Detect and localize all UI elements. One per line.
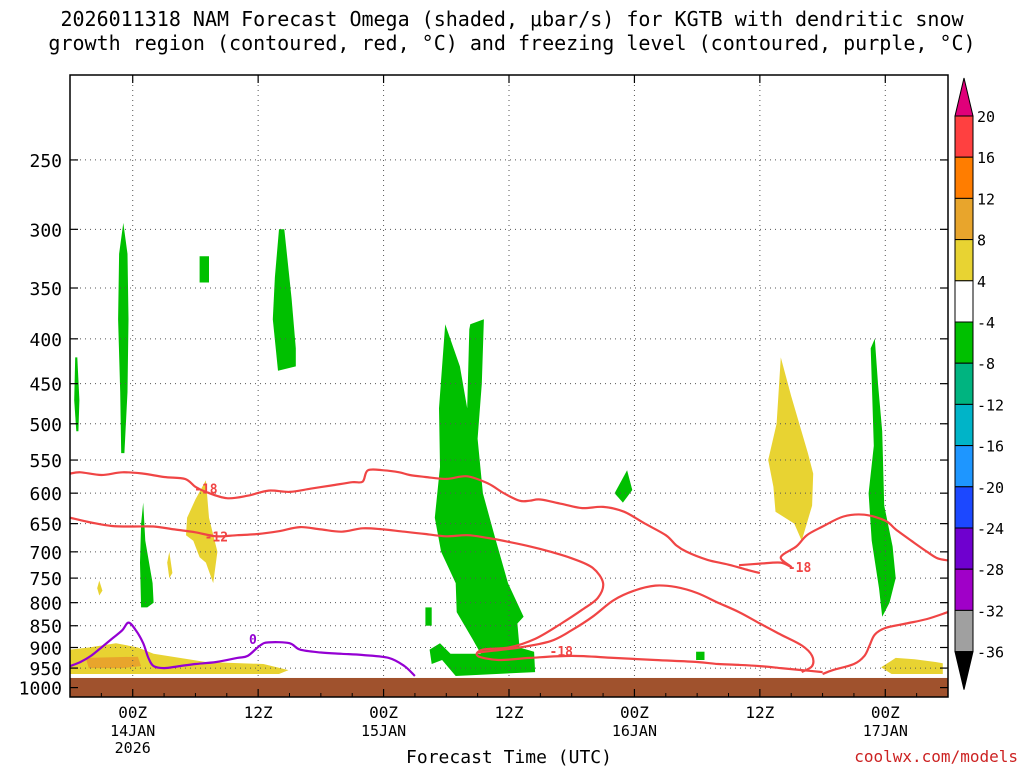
- freezing-contour-label: 0: [249, 633, 257, 648]
- omega-shading: [70, 222, 943, 676]
- colorbar-label: -20: [977, 479, 1004, 497]
- x-tick-sublabel: 14JAN: [110, 722, 155, 740]
- dendritic-contour-line-4: [822, 611, 948, 676]
- grid: [70, 75, 948, 697]
- y-tick-label: 700: [29, 543, 62, 564]
- terrain: [70, 677, 948, 697]
- x-tick-label: 00Z: [369, 703, 398, 722]
- x-axis-title: Forecast Time (UTC): [406, 747, 612, 768]
- y-tick-label: 450: [29, 375, 62, 396]
- site-credit: coolwx.com/models: [854, 747, 1018, 766]
- colorbar-segment: [954, 609, 974, 653]
- y-tick-label: 550: [29, 451, 62, 472]
- colorbar-label: -36: [977, 644, 1004, 662]
- y-tick-label: 300: [29, 220, 62, 241]
- omega-region-14: [85, 656, 142, 669]
- colorbar-label: -12: [977, 396, 1004, 414]
- dendritic-contour-line-3: [738, 513, 948, 568]
- colorbar-label: 16: [977, 149, 995, 167]
- x-tick-sublabel: 15JAN: [361, 722, 406, 740]
- colorbar-top-arrow: [954, 77, 974, 117]
- colorbar-label: -32: [977, 602, 1004, 620]
- colorbar-segment: [954, 445, 974, 488]
- dendritic-contour-label: -12: [205, 530, 228, 545]
- colorbar-segment: [954, 403, 974, 447]
- x-tick-sublabel: 2026: [115, 739, 151, 757]
- colorbar-label: 4: [977, 273, 986, 291]
- y-tick-label: 800: [29, 594, 62, 615]
- colorbar-label: -8: [977, 355, 995, 373]
- x-tick-label: 12Z: [244, 703, 273, 722]
- omega-region-3: [199, 256, 209, 283]
- colorbar: 20 16 12 8 4 -4 -8 -12 -16 -20 -24 -28 -32 -36: [954, 77, 1004, 690]
- dendritic-contour-line-0: [70, 468, 761, 575]
- colorbar-segment: [954, 486, 974, 529]
- omega-region-12: [97, 580, 103, 596]
- omega-region-4: [272, 229, 296, 371]
- y-tick-label: 750: [29, 569, 62, 590]
- y-tick-label: 650: [29, 515, 62, 536]
- omega-region-11: [167, 551, 173, 579]
- x-tick-label: 12Z: [495, 703, 524, 722]
- colorbar-bottom-arrow: [954, 651, 974, 690]
- terrain-band: [70, 677, 948, 697]
- y-tick-label: 900: [29, 638, 62, 659]
- chart-title-line-1: 2026011318 NAM Forecast Omega (shaded, μ…: [60, 7, 964, 31]
- colorbar-segment: [954, 239, 974, 282]
- x-tick-label: 00Z: [620, 703, 649, 722]
- y-tick-label: 600: [29, 484, 62, 505]
- colorbar-segment: [954, 280, 974, 323]
- colorbar-label: -24: [977, 520, 1004, 538]
- colorbar-label: -16: [977, 438, 1004, 456]
- omega-region-2: [140, 502, 154, 608]
- colorbar-segment: [954, 321, 974, 364]
- y-tick-label: 400: [29, 330, 62, 351]
- freezing-contour-line-0: [70, 621, 416, 677]
- dendritic-contour-label: -18: [788, 561, 812, 576]
- x-tick-label: 00Z: [871, 703, 900, 722]
- colorbar-label: 8: [977, 232, 986, 250]
- colorbar-segment: [954, 362, 974, 405]
- omega-region-1: [74, 357, 80, 432]
- omega-region-9: [868, 338, 896, 617]
- colorbar-label: 12: [977, 190, 995, 208]
- x-tick-label: 00Z: [118, 703, 147, 722]
- dendritic-contour-line-2: [477, 584, 815, 674]
- y-axis: 2503003504004505005506006507007508008509…: [19, 151, 948, 700]
- omega-region-7: [425, 607, 432, 626]
- omega-region-8: [696, 651, 705, 660]
- omega-region-15: [768, 357, 814, 541]
- colorbar-segment: [954, 115, 974, 158]
- dendritic-contour-label: -18: [194, 483, 218, 498]
- colorbar-segment: [954, 527, 974, 570]
- y-tick-label: 1000: [19, 679, 62, 700]
- colorbar-label: -28: [977, 561, 1004, 579]
- omega-region-10: [186, 480, 218, 584]
- omega-region-6: [614, 470, 633, 503]
- colorbar-label: 20: [977, 108, 995, 126]
- freezing-contours: 0: [70, 621, 416, 677]
- dendritic-contour-label: -18: [550, 645, 574, 660]
- y-tick-label: 250: [29, 151, 62, 172]
- dendritic-contour-line-1: [70, 516, 823, 674]
- colorbar-segment: [954, 568, 974, 611]
- omega-region-0: [118, 222, 129, 454]
- colorbar-label: -4: [977, 314, 995, 332]
- x-tick-label: 12Z: [745, 703, 774, 722]
- y-tick-label: 500: [29, 415, 62, 436]
- x-tick-sublabel: 16JAN: [612, 722, 657, 740]
- chart-title-line-2: growth region (contoured, red, °C) and f…: [48, 31, 976, 55]
- colorbar-segment: [954, 197, 974, 241]
- dendritic-contours: -18 -12 -18 -18: [70, 468, 948, 676]
- y-tick-label: 350: [29, 279, 62, 300]
- omega-region-16: [881, 657, 943, 674]
- y-tick-label: 850: [29, 617, 62, 638]
- y-tick-label: 950: [29, 659, 62, 680]
- x-tick-sublabel: 17JAN: [863, 722, 908, 740]
- omega-region-5: [429, 319, 536, 676]
- colorbar-segment: [954, 156, 974, 199]
